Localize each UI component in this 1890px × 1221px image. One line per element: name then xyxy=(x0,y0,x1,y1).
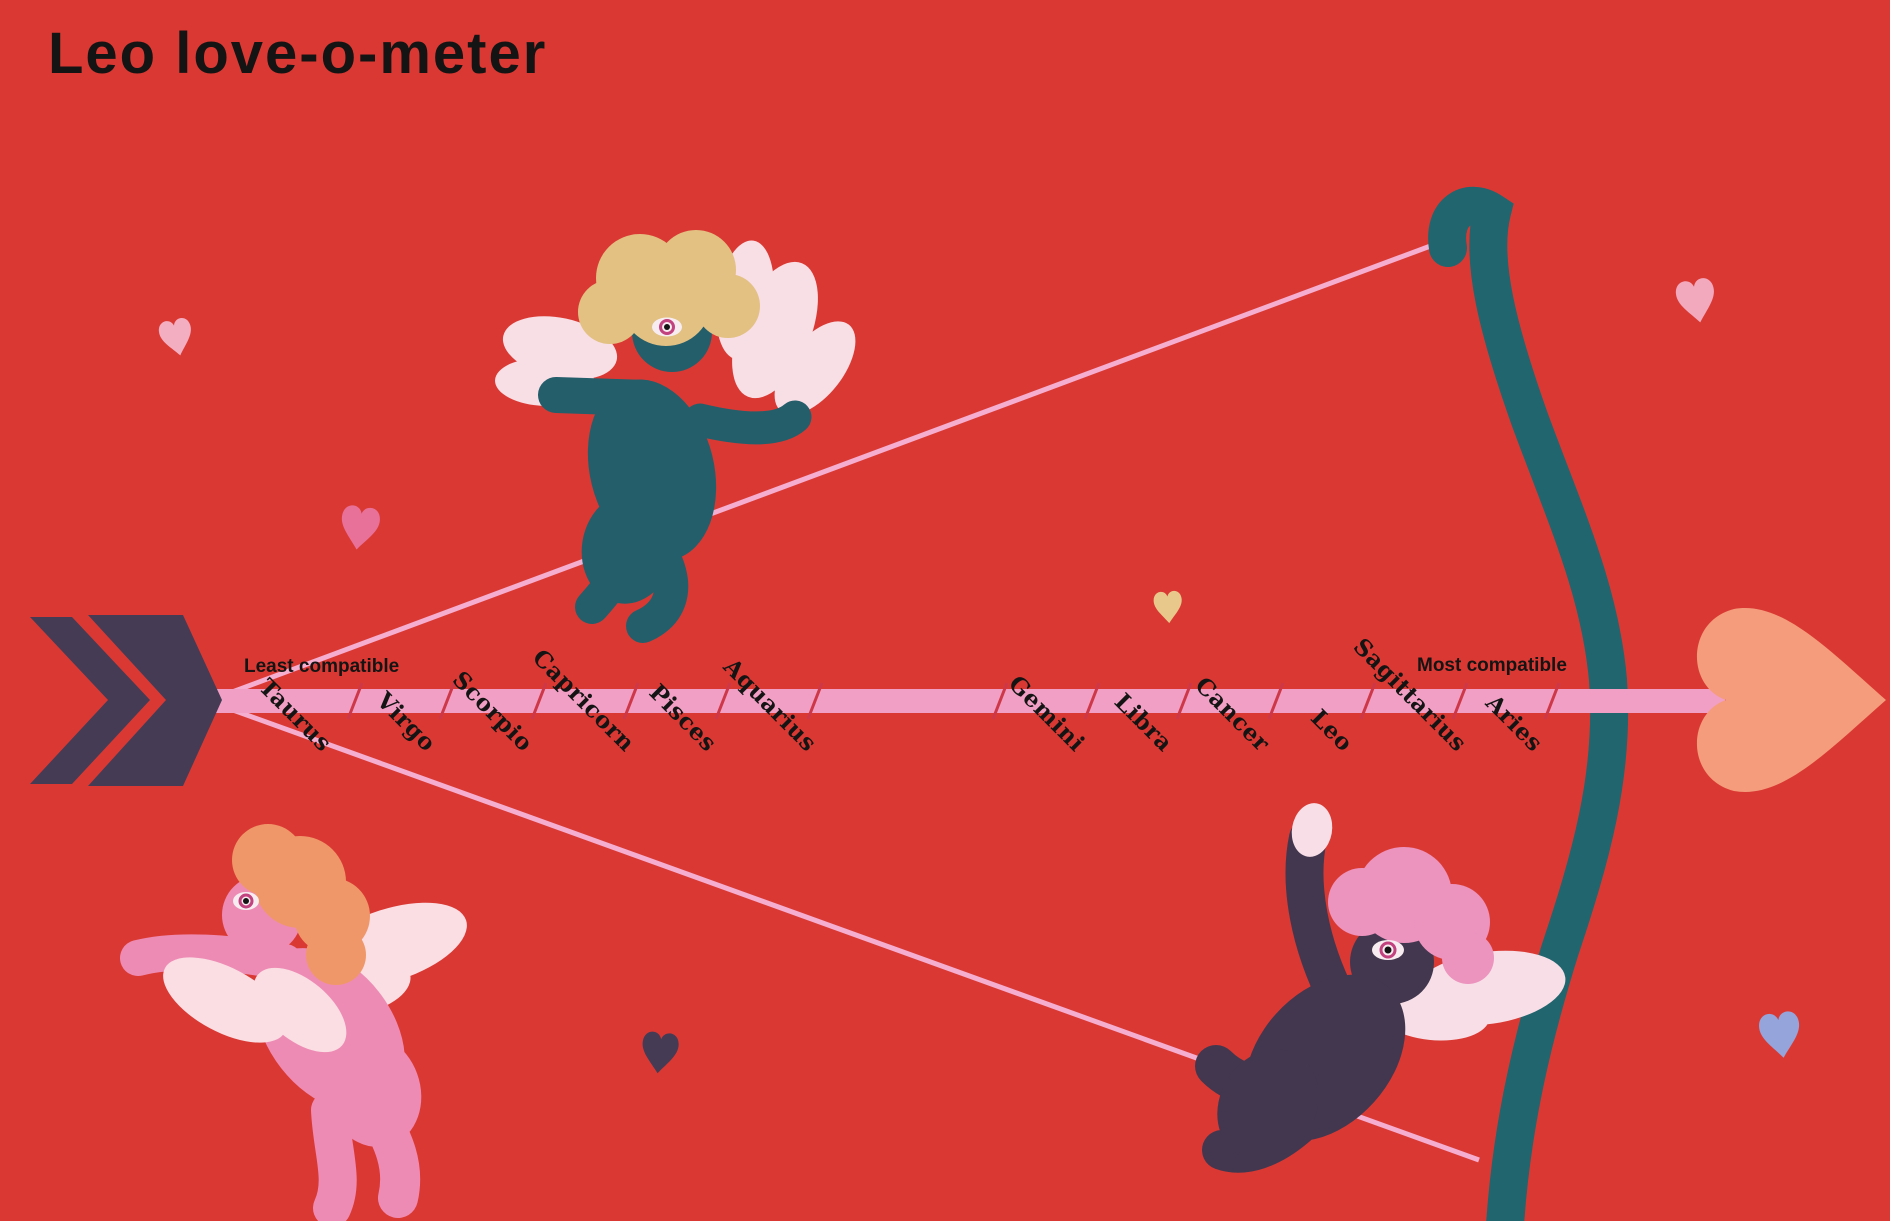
arrow-shaft xyxy=(205,689,1725,713)
heart-purple-bottom xyxy=(642,1031,679,1074)
tick-mark xyxy=(622,682,640,720)
cupid-bottom-right-eye xyxy=(1372,940,1404,960)
cupid-bottom-left xyxy=(120,824,467,1221)
tick-mark xyxy=(991,682,1009,720)
bowstring-upper xyxy=(207,235,1453,704)
tick-marks xyxy=(346,682,1561,720)
cupid-bottom-left-limbs xyxy=(120,934,421,1221)
least-compatible-label: Least compatible xyxy=(244,656,400,677)
tick-mark xyxy=(1175,682,1193,720)
tick-mark xyxy=(1359,682,1377,720)
heart-light-pink-left xyxy=(159,318,191,356)
tick-mark xyxy=(1083,682,1101,720)
cupid-bottom-right-body xyxy=(1217,920,1434,1161)
cupid-top-eye xyxy=(652,317,682,337)
cupid-bottom-right-hand-cuff xyxy=(1291,803,1333,857)
heart-deep-pink-left xyxy=(341,505,380,550)
tick-mark xyxy=(1451,682,1469,720)
cupid-bottom-left-eye xyxy=(233,892,259,910)
heart-gold-center xyxy=(1153,590,1182,624)
fletching-chevron-large xyxy=(88,615,222,786)
tick-mark xyxy=(806,682,824,720)
tick-mark xyxy=(346,682,364,720)
tick-mark xyxy=(438,682,456,720)
tick-mark xyxy=(1267,682,1285,720)
cupid-top-hair xyxy=(578,230,760,346)
heart-pink-right xyxy=(1675,278,1714,323)
arrow-fletching xyxy=(30,615,222,786)
heart-periwinkle-right xyxy=(1759,1011,1800,1058)
tick-mark xyxy=(1543,682,1561,720)
tick-mark xyxy=(714,682,732,720)
cupid-top xyxy=(495,230,856,643)
cupid-bottom-right-hair xyxy=(1328,847,1494,984)
cupid-top-limbs xyxy=(538,377,812,643)
fletching-chevron-small xyxy=(30,617,150,784)
page-title: Leo love-o-meter xyxy=(48,21,548,86)
arrowhead-heart xyxy=(1696,608,1886,792)
most-compatible-label: Most compatible xyxy=(1417,655,1567,676)
decorative-hearts xyxy=(159,278,1800,1074)
tick-mark xyxy=(530,682,548,720)
cupid-bottom-left-hair xyxy=(232,824,370,985)
cupid-bottom-right xyxy=(1195,803,1566,1173)
cupid-bottom-left-wings-front xyxy=(163,957,347,1053)
